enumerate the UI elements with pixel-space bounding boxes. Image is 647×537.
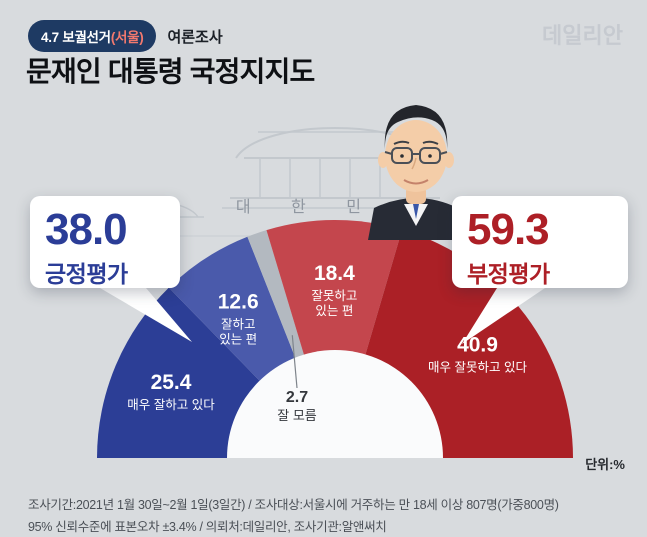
- footnote-line-2: 95% 신뢰수준에 표본오차 ±3.4% / 의뢰처:데일리안, 조사기관:알앤…: [28, 520, 387, 534]
- survey-footnote: 조사기간:2021년 1월 30일~2월 1일(3일간) / 조사대상:서울시에…: [28, 494, 559, 537]
- building-caption: 대 한 민 국: [236, 198, 434, 216]
- badge-election-text: 4.7 보궐선거: [41, 30, 111, 45]
- leader-line-dont-know: [291, 335, 298, 389]
- callout-positive: 38.0 긍정평가: [30, 196, 180, 288]
- donut-hole: [227, 350, 443, 458]
- footnote-line-1: 조사기간:2021년 1월 30일~2월 1일(3일간) / 조사대상:서울시에…: [28, 498, 559, 512]
- page-title: 문재인 대통령 국정지지도: [26, 56, 315, 87]
- callout-negative: 59.3 부정평가: [452, 196, 628, 288]
- segment-label-somewhat-well: 잘하고: [221, 318, 256, 332]
- badge-suffix: 여론조사: [167, 28, 223, 46]
- callout-pointer-negative: [462, 288, 545, 344]
- badge-election-highlight: (서울): [110, 30, 144, 45]
- segment-label-very-well: 매우 잘하고 있다: [127, 398, 215, 412]
- callout-pointer-positive: [100, 288, 192, 342]
- moon-jae-in-portrait: [368, 105, 464, 240]
- negative-label: 부정평가: [467, 261, 550, 287]
- segment-value-dont-know: 2.7: [286, 389, 308, 406]
- positive-label: 긍정평가: [45, 261, 128, 287]
- dailian-logo: 데일리안: [542, 23, 623, 48]
- segment-label-dont-know: 잘 모름: [277, 408, 317, 423]
- segment-value-very-well: 25.4: [151, 371, 192, 394]
- segment-label-somewhat-poorly: 잘못하고: [311, 289, 357, 303]
- segment-value-somewhat-well: 12.6: [218, 291, 259, 314]
- header-badge-row: 4.7 보궐선거(서울) 여론조사: [28, 20, 223, 52]
- positive-value: 38.0: [45, 205, 128, 254]
- segment-label-somewhat-poorly: 있는 편: [315, 304, 353, 318]
- unit-label: 단위:%: [585, 457, 625, 472]
- negative-value: 59.3: [467, 205, 550, 254]
- segment-value-somewhat-poorly: 18.4: [314, 262, 355, 285]
- segment-somewhat-poorly: [266, 220, 403, 458]
- segment-label-very-poorly: 매우 잘못하고 있다: [428, 360, 527, 374]
- segment-label-somewhat-well: 있는 편: [219, 333, 257, 347]
- badge-election: 4.7 보궐선거(서울): [28, 20, 157, 52]
